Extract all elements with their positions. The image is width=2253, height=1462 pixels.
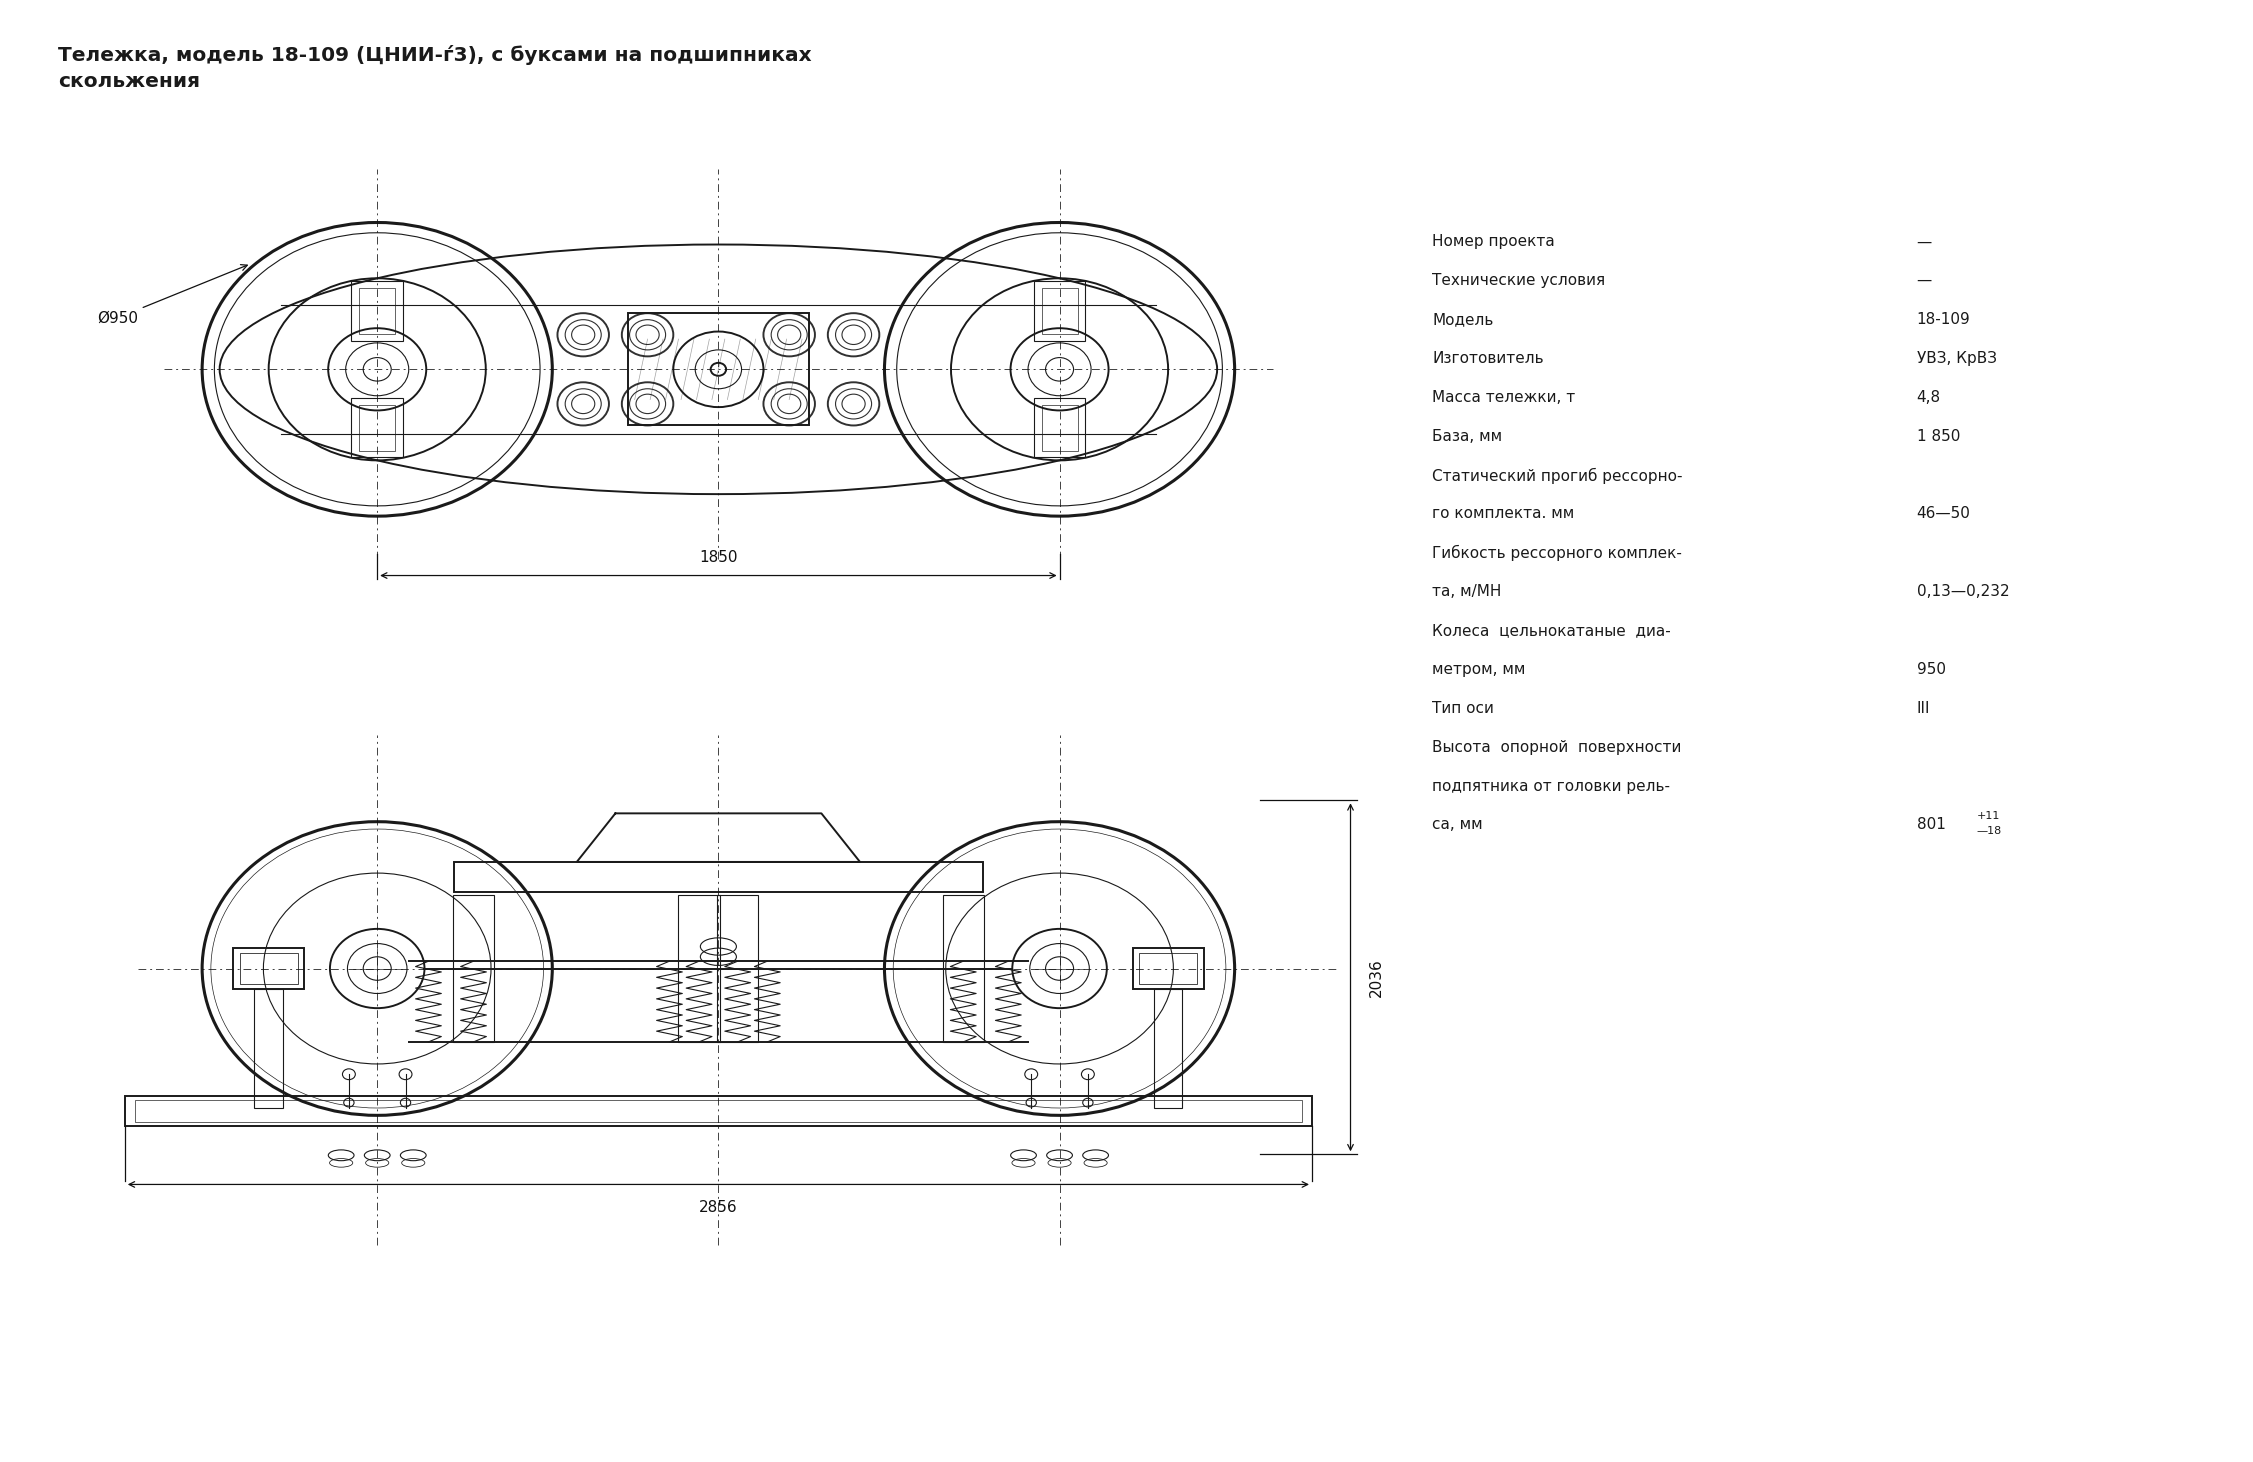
Bar [358,405,394,450]
Text: подпятника от головки рель-: подпятника от головки рель- [1433,778,1669,794]
Text: Изготовитель: Изготовитель [1433,351,1543,366]
Text: 1 850: 1 850 [1917,428,1960,443]
Text: 2036: 2036 [1368,958,1383,997]
Bar [135,1101,1302,1121]
Bar [942,895,985,1042]
Bar [255,988,284,1108]
Text: УВЗ, КрВЗ: УВЗ, КрВЗ [1917,351,1996,366]
Text: та, м/МН: та, м/МН [1433,585,1503,599]
Text: 4,8: 4,8 [1917,390,1940,405]
Text: Модель: Модель [1433,311,1494,327]
Bar [453,895,493,1042]
Bar [358,288,394,335]
Text: Тип оси: Тип оси [1433,700,1494,716]
Bar [678,895,719,1042]
Text: 46—50: 46—50 [1917,506,1971,522]
Text: 2856: 2856 [698,1199,737,1215]
Bar [1154,988,1183,1108]
Text: скольжения: скольжения [59,73,201,92]
Text: —18: —18 [1976,826,2003,836]
Text: 0,13—0,232: 0,13—0,232 [1917,585,2010,599]
Bar [716,895,759,1042]
Bar [1034,398,1086,458]
Text: Тележка, модель 18-109 (ЦНИИ-ѓ3), с буксами на подшипниках: Тележка, модель 18-109 (ЦНИИ-ѓ3), с букс… [59,45,811,66]
Text: 1850: 1850 [698,550,737,564]
Bar [351,281,403,341]
Text: +11: +11 [1976,811,2001,820]
Bar [124,1096,1311,1126]
Text: Номер проекта: Номер проекта [1433,234,1555,250]
Text: Статический прогиб рессорно-: Статический прогиб рессорно- [1433,468,1683,484]
Text: метром, мм: метром, мм [1433,662,1525,677]
Text: са, мм: са, мм [1433,817,1482,832]
Bar [629,313,809,425]
Text: 801: 801 [1917,817,1944,832]
Bar [1133,947,1203,988]
Bar [234,947,304,988]
Bar [1140,953,1196,984]
Text: Гибкость рессорного комплек-: Гибкость рессорного комплек- [1433,545,1683,561]
Text: —: — [1917,234,1931,250]
Text: Ø950: Ø950 [97,265,248,326]
Bar [1034,281,1086,341]
Bar [1041,288,1077,335]
Text: 18-109: 18-109 [1917,311,1971,327]
Text: III: III [1917,700,1931,716]
Bar [455,863,982,892]
Bar [239,953,297,984]
Text: Масса тележки, т: Масса тележки, т [1433,390,1575,405]
Bar [1041,405,1077,450]
Text: Высота  опорной  поверхности: Высота опорной поверхности [1433,740,1681,754]
Text: База, мм: База, мм [1433,428,1503,443]
Text: го комплекта. мм: го комплекта. мм [1433,506,1575,522]
Text: —: — [1917,273,1931,288]
Text: Технические условия: Технические условия [1433,273,1606,288]
Text: 950: 950 [1917,662,1947,677]
Bar [351,398,403,458]
Text: Колеса  цельнокатаные  диа-: Колеса цельнокатаные диа- [1433,623,1672,637]
